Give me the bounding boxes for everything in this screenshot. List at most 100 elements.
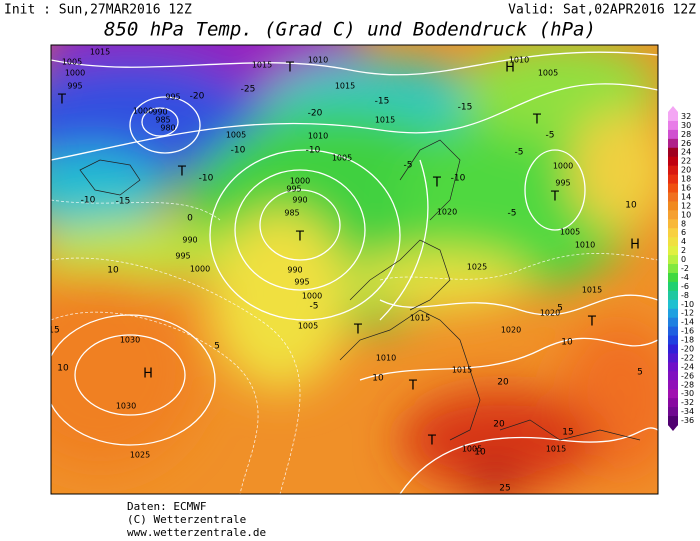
pressure-label: 1005 bbox=[332, 154, 352, 163]
colorbar-label: -2 bbox=[681, 264, 689, 273]
pressure-center: T bbox=[427, 434, 436, 449]
colorbar-label: 20 bbox=[681, 166, 691, 175]
temperature-label: 5 bbox=[637, 368, 643, 378]
pressure-label: 985 bbox=[155, 116, 170, 125]
temperature-label: -20 bbox=[190, 92, 205, 102]
pressure-label: 990 bbox=[152, 108, 167, 117]
colorbar-swatch bbox=[668, 246, 678, 256]
pressure-label: 990 bbox=[292, 196, 307, 205]
colorbar-label: 28 bbox=[681, 130, 691, 139]
colorbar-arrow-top bbox=[668, 106, 678, 112]
pressure-label: 1015 bbox=[452, 366, 472, 375]
pressure-center: T bbox=[177, 165, 186, 180]
pressure-label: 995 bbox=[175, 252, 190, 261]
init-time: Init : Sun,27MAR2016 12Z bbox=[4, 3, 192, 18]
colorbar-label: 32 bbox=[681, 112, 691, 121]
pressure-center: T bbox=[285, 61, 294, 76]
temperature-label: 10 bbox=[474, 448, 486, 458]
colorbar-label: -30 bbox=[681, 389, 694, 398]
pressure-label: 995 bbox=[165, 93, 180, 102]
temperature-label: -10 bbox=[199, 174, 214, 184]
pressure-label: 1015 bbox=[582, 286, 602, 295]
colorbar-swatch bbox=[668, 326, 678, 337]
colorbar-swatch bbox=[668, 281, 678, 292]
color-region bbox=[51, 60, 260, 180]
color-region bbox=[465, 460, 525, 494]
colorbar-swatch bbox=[668, 192, 678, 202]
pressure-label: 1005 bbox=[226, 131, 246, 140]
colorbar-label: -18 bbox=[681, 336, 694, 345]
colorbar-label: -20 bbox=[681, 344, 694, 353]
colorbar-swatch bbox=[668, 380, 678, 390]
color-region bbox=[51, 270, 200, 470]
temperature-label: 15 bbox=[562, 428, 573, 438]
colorbar-label: -10 bbox=[681, 300, 694, 309]
colorbar-swatch bbox=[668, 129, 678, 140]
colorbar-swatch bbox=[668, 174, 678, 185]
pressure-label: 1000 bbox=[290, 177, 310, 186]
colorbar-label: -14 bbox=[681, 318, 694, 327]
pressure-label: 1025 bbox=[130, 451, 150, 460]
colorbar-label: 22 bbox=[681, 157, 691, 166]
colorbar-label: 18 bbox=[681, 175, 691, 184]
pressure-label: 1005 bbox=[560, 228, 580, 237]
colorbar-swatch bbox=[668, 317, 678, 328]
temperature-label: -25 bbox=[241, 85, 256, 95]
colorbar-swatch bbox=[668, 120, 678, 131]
colorbar-label: -28 bbox=[681, 380, 694, 389]
pressure-label: 1000 bbox=[190, 265, 210, 274]
temperature-label: 10 bbox=[625, 201, 637, 211]
pressure-label: 1005 bbox=[298, 322, 318, 331]
pressure-label: 1015 bbox=[90, 48, 110, 57]
temperature-field bbox=[51, 45, 658, 494]
pressure-label: 1015 bbox=[335, 82, 355, 91]
isobars bbox=[51, 51, 658, 494]
pressure-center: T bbox=[353, 323, 362, 338]
colorbar-swatch bbox=[668, 299, 678, 310]
colorbar-swatch bbox=[668, 389, 678, 399]
temperature-label: -20 bbox=[308, 109, 323, 119]
colorbar-label: 4 bbox=[681, 237, 686, 246]
pressure-label: 1020 bbox=[437, 208, 457, 217]
pressure-label: 1005 bbox=[538, 69, 558, 78]
temperature-label: -5 bbox=[404, 161, 413, 171]
color-region bbox=[400, 390, 600, 490]
color-region bbox=[570, 110, 658, 230]
colorbar-swatch bbox=[668, 362, 678, 372]
colorbar-swatch bbox=[668, 272, 678, 283]
colorbar-swatch bbox=[668, 290, 678, 301]
colorbar-label: -24 bbox=[681, 362, 694, 371]
color-region bbox=[350, 250, 530, 310]
pressure-label: 1010 bbox=[308, 56, 328, 65]
colorbar-swatch bbox=[668, 353, 678, 363]
pressure-center: H bbox=[143, 367, 153, 382]
colorbar-label: 2 bbox=[681, 246, 686, 255]
pressure-label: 1010 bbox=[376, 354, 396, 363]
temperature-label: -5 bbox=[508, 209, 517, 219]
colorbar-label: 26 bbox=[681, 139, 691, 148]
colorbar-swatch bbox=[668, 210, 678, 220]
pressure-center: H bbox=[630, 238, 640, 253]
temperature-label: -10 bbox=[81, 196, 96, 206]
temperature-label: -5 bbox=[310, 302, 319, 312]
colorbar-label: -12 bbox=[681, 309, 694, 318]
pressure-label: 1015 bbox=[410, 314, 430, 323]
colorbar-label: 24 bbox=[681, 148, 691, 157]
temperature-label: -10 bbox=[306, 146, 321, 156]
temperature-label: -15 bbox=[458, 103, 473, 113]
color-region bbox=[51, 220, 230, 280]
pressure-center: T bbox=[432, 176, 441, 191]
colorbar-swatch bbox=[668, 147, 678, 158]
colorbar-label: 0 bbox=[681, 255, 686, 264]
pressure-center: T bbox=[587, 315, 596, 330]
pressure-label: 1010 bbox=[308, 132, 328, 141]
isotherms bbox=[51, 199, 658, 494]
colorbar-label: 10 bbox=[681, 210, 691, 219]
pressure-label: 1005 bbox=[462, 445, 482, 454]
temperature-label: 20 bbox=[497, 378, 509, 388]
pressure-label: 1025 bbox=[467, 263, 487, 272]
map-frame bbox=[50, 44, 659, 495]
colorbar-swatch bbox=[668, 264, 678, 274]
colorbar-label: 8 bbox=[681, 219, 686, 228]
colorbar-label: -34 bbox=[681, 407, 694, 416]
